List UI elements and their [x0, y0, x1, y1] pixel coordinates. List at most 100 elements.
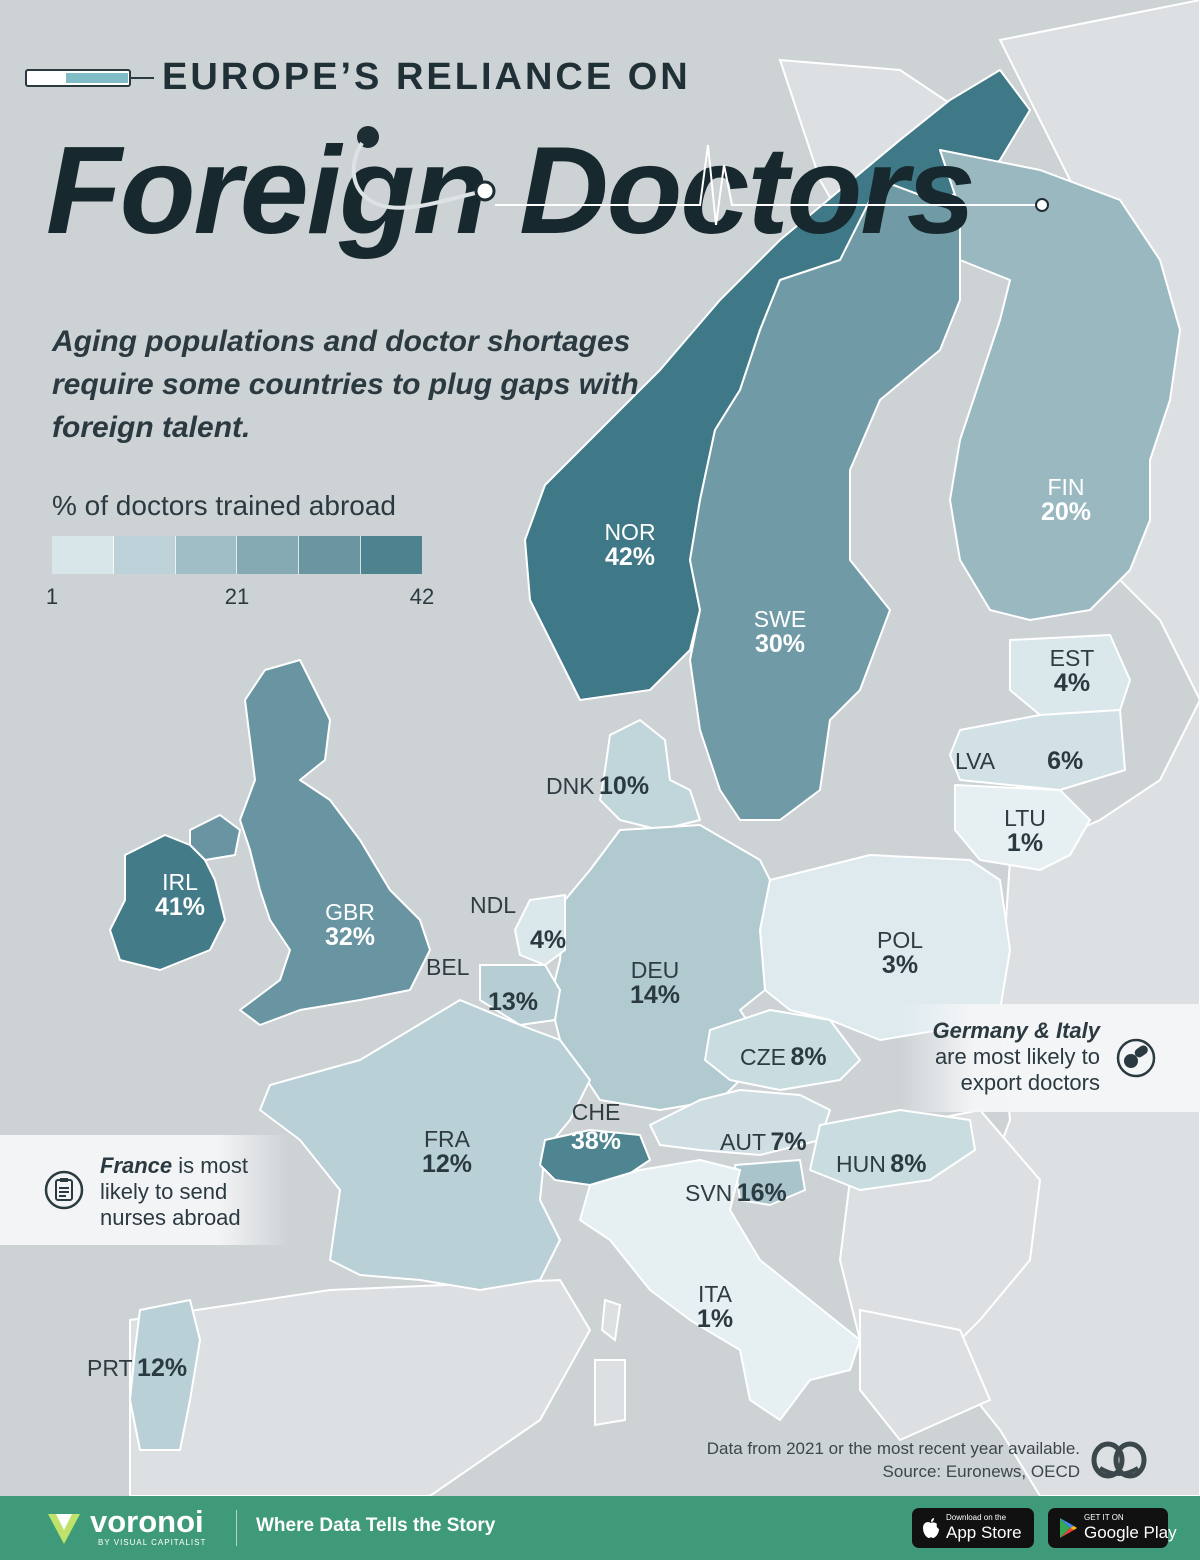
europe-map: [109, 0, 1200, 1496]
label-POL: POL 3%: [840, 928, 960, 980]
app-store-button[interactable]: Download on the App Store: [912, 1508, 1034, 1548]
label-POL-value: 3%: [881, 951, 919, 980]
legend-segment: [361, 536, 422, 574]
label-NDL: NDL 4%: [470, 892, 580, 955]
pills-icon: [1116, 1038, 1156, 1078]
label-LVA: LVA 6%: [955, 748, 1095, 774]
callout-france: France is most likely to send nurses abr…: [0, 1135, 290, 1245]
voronoi-logo-icon: [46, 1510, 82, 1546]
callout-france-line1: is most: [172, 1153, 248, 1178]
label-NOR-code: NOR: [604, 519, 656, 545]
label-FRA-code: FRA: [424, 1126, 470, 1152]
label-LTU-value: 1%: [1006, 829, 1044, 858]
country-DNK: [599, 719, 701, 831]
label-BEL-code: BEL: [426, 954, 470, 980]
clipboard-icon: [44, 1170, 84, 1210]
country-CZE: [704, 1009, 861, 1091]
google-play-icon: [1058, 1517, 1078, 1539]
legend-segment: [237, 536, 300, 574]
label-GBR: GBR 32%: [290, 900, 410, 952]
label-ITA-value: 1%: [696, 1305, 734, 1334]
country-FIN: [939, 149, 1181, 621]
callout-germany-italy-line1: are most likely to: [934, 1044, 1100, 1069]
footer-bar: voronoi BY VISUAL CAPITALIST Where Data …: [0, 1496, 1200, 1560]
label-DEU: DEU 14%: [595, 957, 715, 1010]
label-AUT: AUT 7%: [720, 1129, 807, 1155]
label-CZE-code: CZE: [740, 1044, 786, 1070]
label-SWE-code: SWE: [753, 606, 807, 632]
google-play-small: GET IT ON: [1084, 1513, 1124, 1522]
label-BEL: BEL 13%: [426, 954, 539, 1017]
country-GBR: [239, 659, 431, 1026]
country-SWE: [689, 179, 961, 821]
label-HUN-code: HUN: [836, 1151, 886, 1177]
label-NOR-value: 42%: [604, 543, 656, 572]
callout-france-bold: France: [100, 1153, 173, 1178]
label-GBR-value: 32%: [324, 923, 376, 952]
label-PRT-value: 12%: [137, 1354, 188, 1382]
callout-germany-italy: Germany & Italy are most likely to expor…: [900, 1004, 1200, 1112]
label-DEU-code: DEU: [630, 957, 680, 983]
syringe-icon: [22, 66, 154, 90]
label-DNK-value: 10%: [599, 772, 650, 800]
visual-capitalist-logo-icon: [1090, 1436, 1148, 1486]
label-LTU: LTU 1%: [985, 805, 1065, 858]
legend-segment: [113, 536, 176, 574]
subtitle: Aging populations and doctor shortages r…: [52, 325, 639, 444]
footnote-source: Source: Euronews, OECD: [882, 1462, 1080, 1481]
brand-name: voronoi: [90, 1504, 204, 1539]
legend-max-label: 42: [409, 584, 435, 609]
label-LTU-code: LTU: [1004, 805, 1046, 831]
label-EST-value: 4%: [1053, 669, 1091, 698]
label-FIN: FIN 20%: [1006, 474, 1126, 527]
label-FRA: FRA 12%: [387, 1126, 507, 1178]
legend-segment: [175, 536, 238, 574]
legend-segment: [299, 536, 362, 574]
label-LVA-value: 6%: [1047, 747, 1084, 775]
label-AUT-value: 7%: [770, 1128, 807, 1156]
label-NDL-value: 4%: [530, 926, 567, 955]
label-EST-code: EST: [1049, 645, 1095, 671]
legend-mid-label: 21: [224, 584, 250, 609]
country-ITA: [579, 1159, 861, 1421]
label-SVN-code: SVN: [685, 1180, 733, 1206]
label-EST: EST 4%: [1022, 645, 1122, 698]
brand-subtitle: BY VISUAL CAPITALIST: [98, 1538, 207, 1547]
label-LVA-code: LVA: [955, 748, 996, 774]
label-FIN-value: 20%: [1040, 498, 1092, 527]
callout-germany-italy-line2: export doctors: [960, 1070, 1100, 1095]
country-LVA: [949, 709, 1126, 791]
label-HUN-value: 8%: [890, 1150, 927, 1178]
label-DEU-value: 14%: [629, 981, 681, 1010]
label-SVN: SVN 16%: [685, 1180, 787, 1206]
app-store-small: Download on the: [946, 1513, 1007, 1522]
callout-france-line3: nurses abroad: [100, 1205, 241, 1230]
footnote-line1: Data from 2021 or the most recent year a…: [706, 1439, 1080, 1458]
label-CHE: CHE 38%: [536, 1099, 656, 1155]
mediterranean-islands: [594, 1298, 626, 1427]
eyebrow-title: EUROPE’S RELIANCE ON: [162, 56, 691, 98]
tagline: Where Data Tells the Story: [256, 1515, 496, 1536]
label-IRL: IRL 41%: [120, 869, 240, 922]
label-IRL-code: IRL: [162, 869, 198, 895]
stethoscope-icon: [340, 125, 1070, 226]
footnote: Data from 2021 or the most recent year a…: [707, 1437, 1080, 1483]
label-FIN-code: FIN: [1047, 474, 1085, 500]
legend-scale: [52, 536, 422, 574]
google-play-button[interactable]: GET IT ON Google Play: [1048, 1508, 1177, 1548]
label-IRL-value: 41%: [154, 893, 206, 922]
label-HUN: HUN 8%: [836, 1151, 926, 1177]
label-CHE-code: CHE: [571, 1099, 621, 1125]
label-BEL-value: 13%: [488, 988, 539, 1017]
apple-icon: [922, 1517, 940, 1539]
country-LTU: [954, 784, 1091, 871]
label-SVN-value: 16%: [736, 1179, 787, 1207]
label-ITA: ITA 1%: [665, 1282, 765, 1334]
label-NDL-code: NDL: [470, 892, 517, 918]
country-SVN: [734, 1159, 806, 1206]
country-PRT: [129, 1299, 201, 1451]
country-BEL: [479, 964, 561, 1026]
legend-segment: [52, 536, 114, 574]
footer-divider: [236, 1510, 237, 1546]
country-IRL: [109, 834, 226, 971]
